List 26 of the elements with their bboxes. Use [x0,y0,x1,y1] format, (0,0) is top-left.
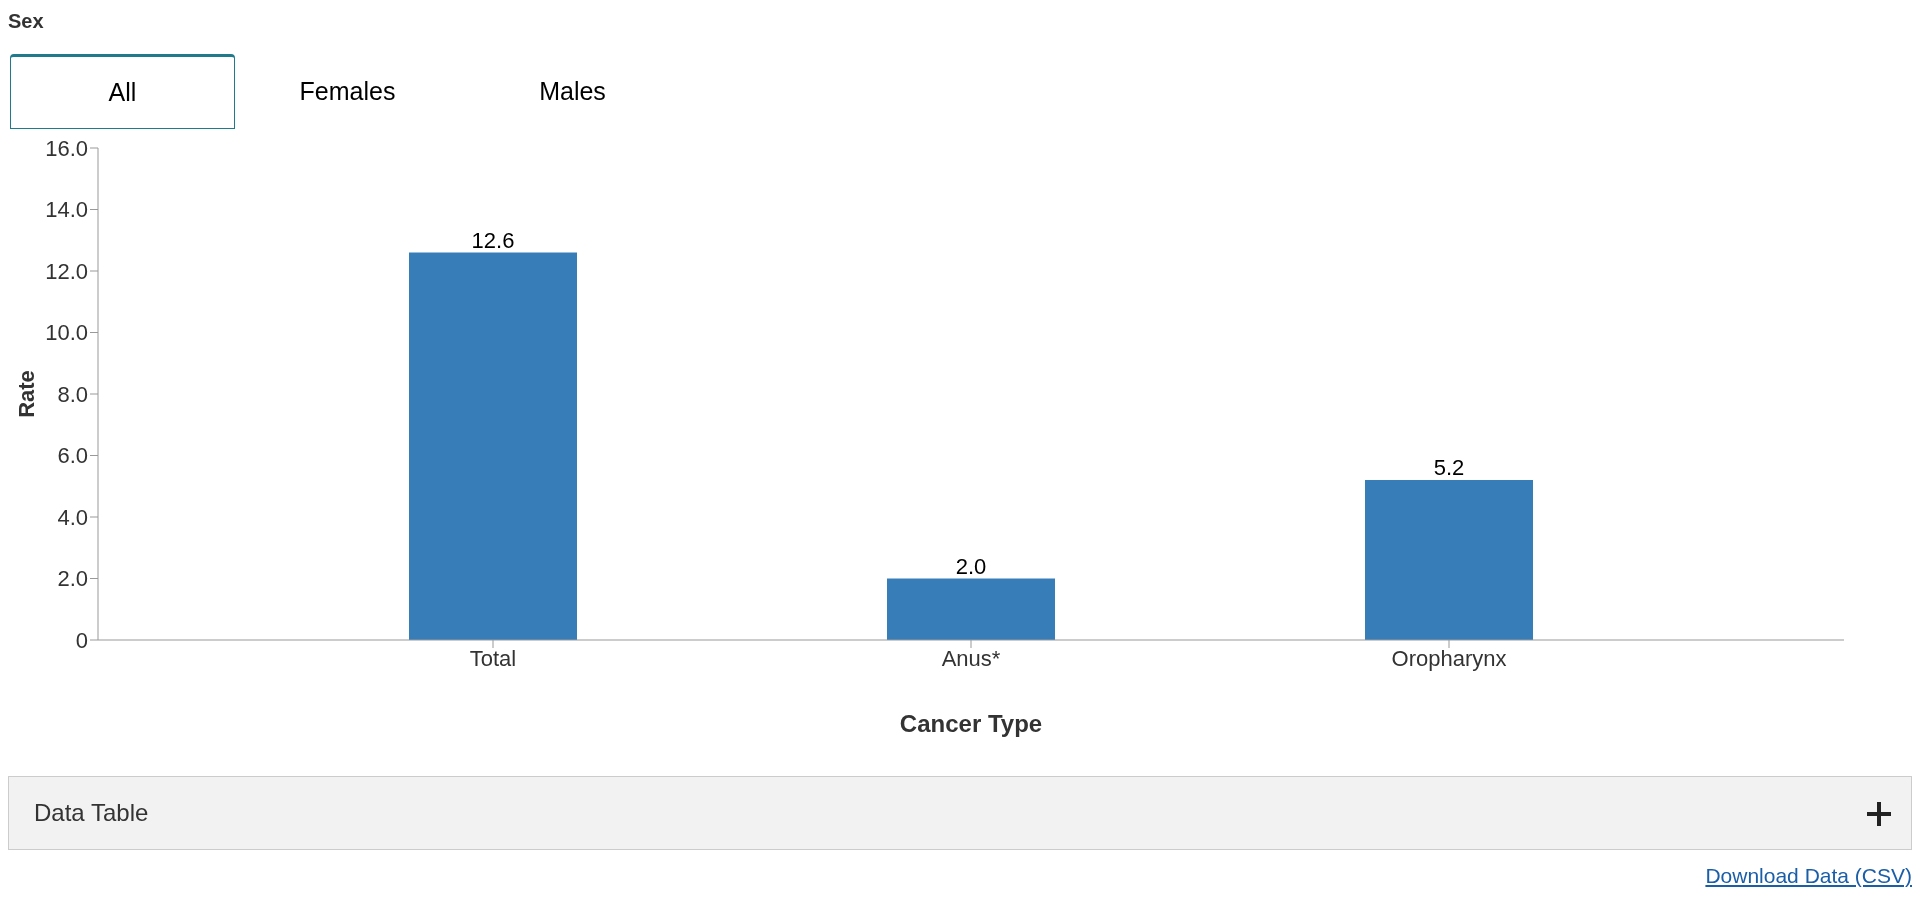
y-tick-label: 0 [75,627,88,653]
y-tick-label: 2.0 [57,566,88,592]
x-tick-label: Total [469,645,517,671]
data-label: 12.6 [471,227,515,253]
x-tick-label: Anus* [941,645,1001,671]
bar [1365,480,1533,640]
y-tick-label: 8.0 [57,381,88,407]
text: Download Data (CSV) [1705,864,1912,888]
x-axis-title: Cancer Type [899,710,1043,737]
bar [409,252,577,640]
text: Data Table [8,776,1912,850]
data-label: 5.2 [1433,455,1465,481]
y-tick-label: 10.0 [45,320,88,346]
text: Sex [8,10,44,33]
y-tick-label: 6.0 [57,443,88,469]
bar [887,578,1055,640]
x-tick-label: Oropharynx [1391,645,1507,671]
text: Males [460,54,685,129]
text: Females [235,54,460,129]
y-tick-label: 14.0 [45,197,88,223]
y-tick-label: 16.0 [45,135,88,161]
y-tick-label: 12.0 [45,258,88,284]
data-label: 2.0 [955,553,987,579]
y-tick-label: 4.0 [57,504,88,530]
text: All [10,54,235,129]
y-axis-title: Rate [13,370,39,418]
